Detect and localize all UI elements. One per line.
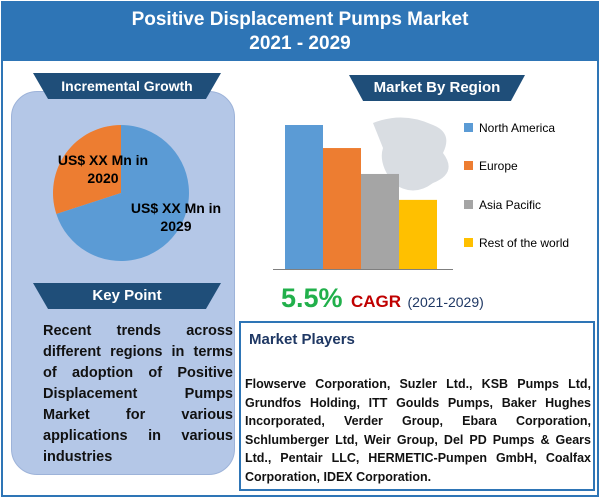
legend-label: Europe [479,159,518,173]
pie-label-2029: US$ XX Mn in 2029 [130,200,222,234]
legend-label: Rest of the world [479,236,570,250]
legend-item: Rest of the world [464,236,569,250]
pie-slice-0 [52,125,121,215]
cagr-period: (2021-2029) [407,294,484,310]
legend-item: Asia Pacific [464,198,541,212]
growth-pie-chart [52,125,189,261]
incremental-growth-heading: Incremental Growth [33,73,221,99]
legend-label: North America [479,121,556,135]
legend-swatch [464,161,473,170]
bar-asia-pacific [361,173,399,269]
pie-label-2020: US$ XX Mn in 2020 [57,152,149,186]
legend-swatch [464,123,473,132]
cagr-line: 5.5% CAGR (2021-2029) [281,283,541,314]
bar-europe [323,148,361,269]
market-players-heading: Market Players [249,331,355,348]
key-point-heading: Key Point [33,283,221,309]
cagr-label: CAGR [351,292,402,311]
page-header: Positive Displacement Pumps Market 2021 … [3,3,597,61]
legend-swatch [464,238,473,247]
market-players-list: Flowserve Corporation, Suzler Ltd., KSB … [245,377,591,484]
bar-rest-of-the-world [399,199,437,269]
pie-slice-1 [56,125,189,261]
legend-item: Europe [464,159,518,173]
market-players-box: Market Players Flowserve Corporation, Su… [239,321,595,491]
legend-swatch [464,200,473,209]
market-by-region-heading: Market By Region [349,75,525,101]
page-title: Positive Displacement Pumps Market [131,9,469,30]
legend-label: Asia Pacific [479,198,542,212]
bar-north-america [285,125,323,269]
legend-item: North America [464,121,555,135]
region-bar-chart [273,117,453,270]
cagr-value: 5.5% [281,283,343,313]
page-subtitle: 2021 - 2029 [249,33,351,54]
key-point-text: Recent trends across different regions i… [43,323,233,465]
